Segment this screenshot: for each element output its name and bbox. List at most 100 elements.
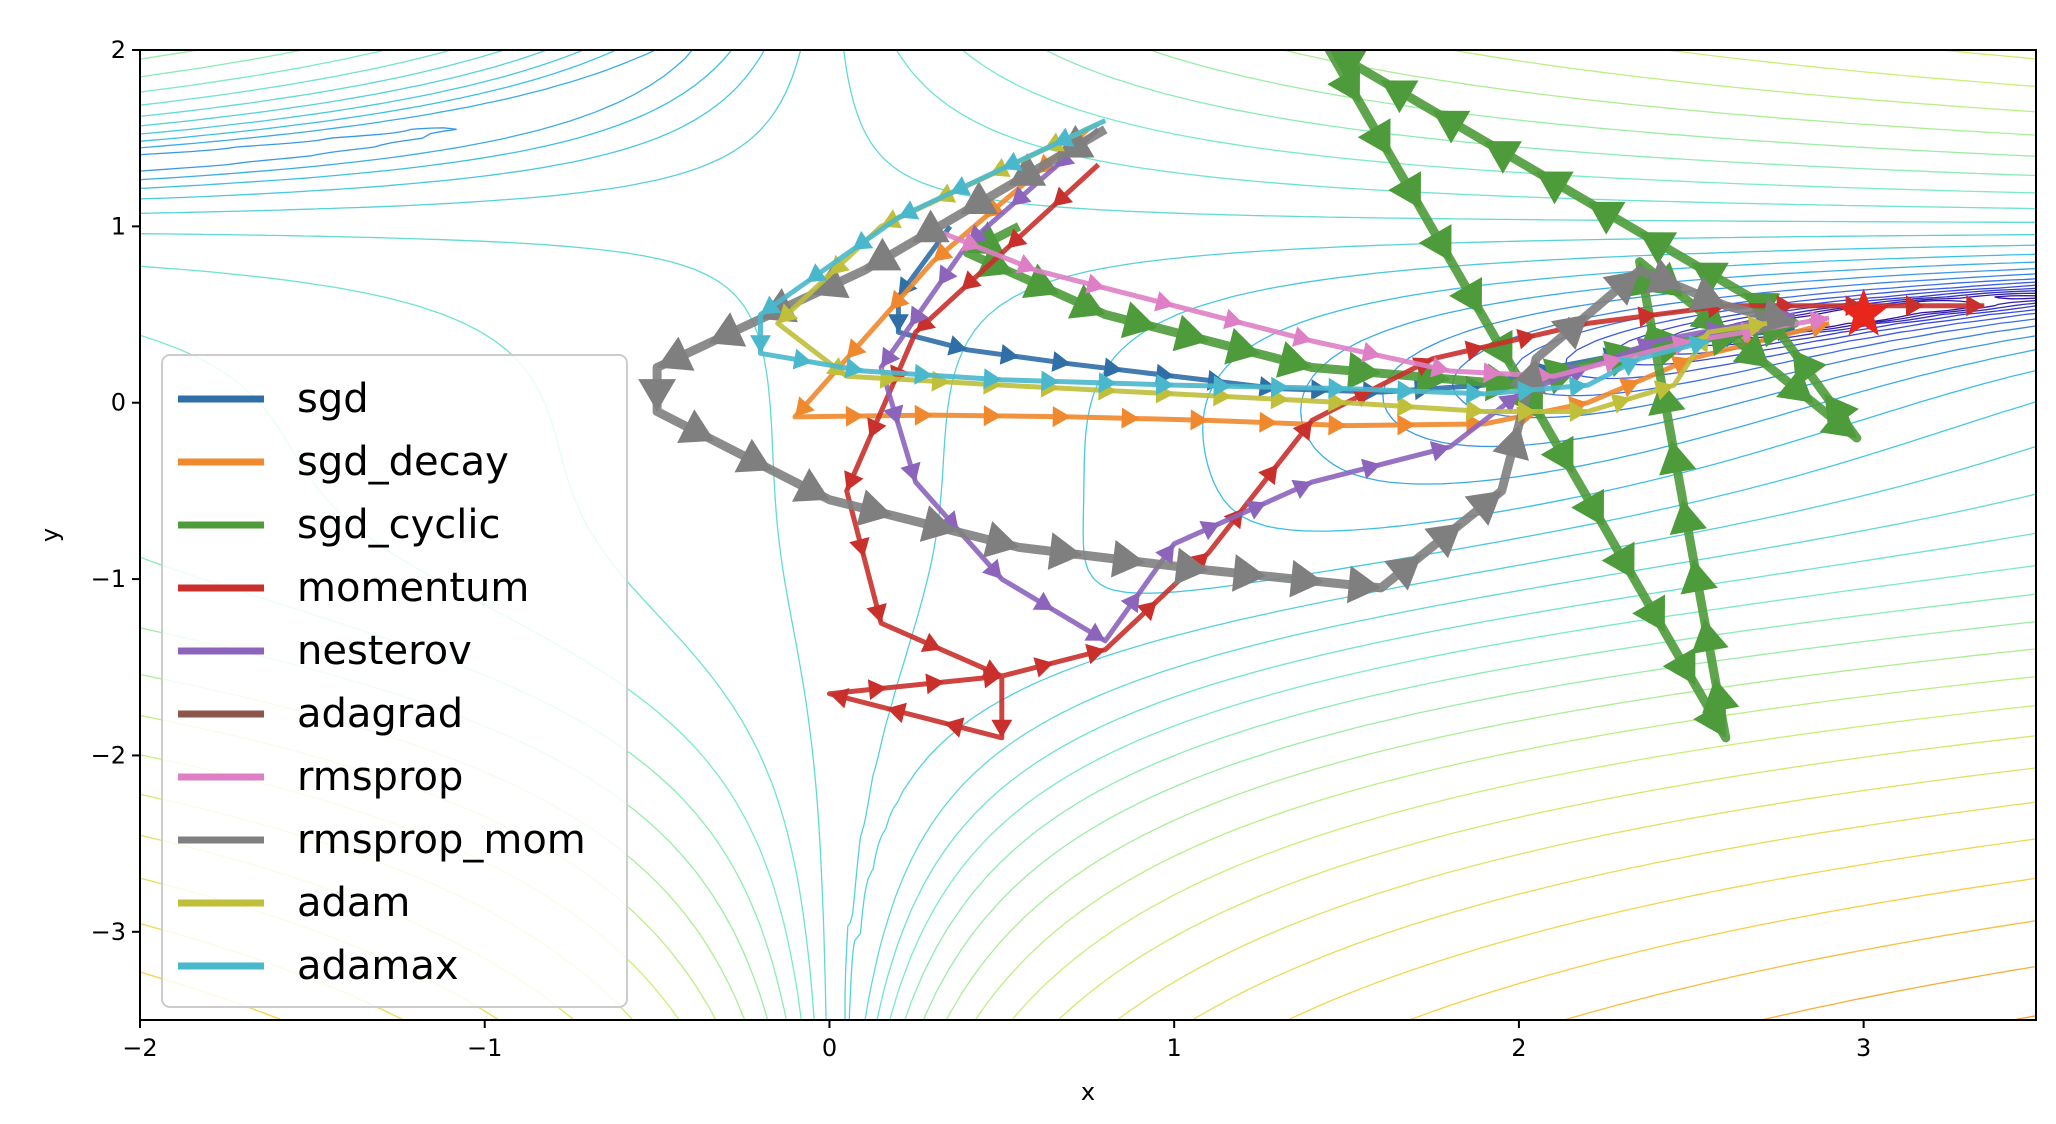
trajectory-arrowhead — [1259, 411, 1278, 433]
series-adam — [775, 121, 1768, 422]
contour-line — [140, 50, 2036, 1020]
trajectory-arrowhead — [1085, 643, 1106, 665]
trajectory-arrowhead — [1213, 375, 1232, 397]
series-rmsprop — [925, 224, 1830, 386]
trajectory-arrowhead — [1747, 315, 1768, 337]
trajectory-arrowhead — [1637, 306, 1657, 328]
trajectory-arrowhead — [1057, 124, 1095, 158]
trajectory-arrowhead — [1136, 601, 1157, 622]
trajectory-arrowhead — [1053, 127, 1075, 147]
trajectory-arrowhead — [1033, 657, 1054, 678]
trajectory-arrowhead — [1084, 622, 1106, 641]
trajectory-arrowhead — [846, 338, 867, 359]
legend-entry-label: sgd_decay — [297, 439, 509, 485]
trajectory-arrowhead — [1328, 391, 1347, 413]
trajectory-arrowhead — [1906, 295, 1924, 317]
trajectory-arrowhead — [889, 289, 910, 311]
trajectory-arrowhead — [914, 404, 933, 426]
x-tick-label: −2 — [122, 1034, 157, 1062]
trajectory-arrowhead — [1388, 171, 1421, 209]
trajectory-arrowhead — [947, 335, 968, 356]
minimum-marker — [1838, 288, 1889, 336]
trajectory-arrowhead — [1174, 547, 1209, 586]
trajectory-arrowhead — [1540, 435, 1574, 474]
trajectory-arrowhead — [1492, 424, 1529, 461]
trajectory-arrowhead — [844, 357, 864, 379]
trajectory-arrowhead — [849, 537, 870, 557]
y-axis-label: y — [36, 528, 64, 542]
trajectory-arrowhead — [1571, 488, 1604, 527]
trajectory-arrowhead — [1516, 328, 1537, 350]
trajectory-arrowhead — [1032, 591, 1054, 610]
trajectory-arrowhead — [1361, 458, 1381, 480]
trajectory-arrowhead — [1809, 310, 1830, 332]
trajectory-line — [758, 118, 1710, 397]
legend: sgd sgd_decay sgd_cyclic momentum nesterov ad… — [161, 354, 628, 1008]
trajectory-arrowhead — [1245, 500, 1267, 520]
trajectory-arrowhead — [925, 673, 945, 695]
trajectory-arrowhead — [867, 417, 887, 438]
trajectory-arrowhead — [1569, 401, 1588, 422]
trajectory-arrowhead — [1155, 374, 1175, 395]
x-tick-label: 3 — [1856, 1034, 1871, 1062]
trajectory-arrowhead — [734, 438, 772, 473]
trajectory-arrowhead — [1292, 326, 1313, 347]
legend-entry-label: momentum — [297, 565, 529, 611]
x-axis-label: x — [1081, 1078, 1095, 1106]
trajectory-arrowhead — [1758, 297, 1795, 334]
trajectory-arrowhead — [1223, 308, 1244, 330]
trajectory-arrowhead — [1466, 382, 1485, 404]
trajectory-arrowhead — [1648, 380, 1686, 416]
trajectory-arrowhead — [1384, 555, 1422, 591]
trajectory-arrowhead — [1346, 565, 1381, 604]
trajectory-arrowhead — [1432, 110, 1471, 144]
trajectory-arrowhead — [777, 303, 799, 324]
trajectory-arrowhead — [1270, 376, 1290, 398]
trajectory-arrowhead — [1047, 532, 1083, 570]
legend-entry-label: nesterov — [297, 628, 472, 674]
trajectory-arrowhead — [1587, 201, 1626, 235]
trajectory-arrowhead — [887, 314, 909, 333]
trajectory-arrowhead — [1011, 186, 1032, 206]
trajectory-arrowhead — [881, 346, 901, 368]
trajectory-arrowhead — [1328, 377, 1347, 399]
legend-entry-label: rmsprop — [297, 754, 463, 800]
trajectory-arrowhead — [1418, 224, 1452, 262]
trajectory-arrowhead — [638, 379, 676, 412]
trajectory-arrowhead — [1052, 406, 1071, 428]
trajectory-arrowhead — [1430, 356, 1450, 378]
trajectory-arrowhead — [1190, 409, 1209, 431]
x-tick-label: 2 — [1511, 1034, 1526, 1062]
trajectory-arrowhead — [1691, 618, 1729, 654]
legend-entry-label: adagrad — [297, 691, 463, 737]
trajectory-arrowhead — [1636, 337, 1657, 358]
contour-line — [1563, 920, 2036, 1020]
trajectory-arrowhead — [1776, 367, 1814, 403]
trajectory-arrowhead — [1155, 543, 1175, 565]
trajectory-arrowhead — [1121, 407, 1140, 429]
legend-box — [161, 354, 628, 1008]
trajectory-arrowhead — [960, 181, 998, 214]
trajectory-arrowhead — [844, 470, 864, 491]
y-tick-label: 0 — [111, 389, 126, 417]
trajectory-arrowhead — [1361, 341, 1381, 363]
trajectory-arrowhead — [866, 603, 887, 624]
trajectory-arrowhead — [1429, 441, 1450, 462]
contour-line — [1761, 965, 2036, 1020]
series-momentum — [826, 162, 1985, 741]
trajectory-arrowhead — [1103, 357, 1123, 379]
legend-entry-label: sgd_cyclic — [297, 502, 501, 548]
trajectory-arrowhead — [1098, 372, 1117, 394]
trajectory-arrowhead — [1085, 273, 1106, 294]
trajectory-arrowhead — [1120, 301, 1157, 339]
trajectory-arrowhead — [1688, 335, 1709, 356]
x-tick-label: 1 — [1167, 1034, 1182, 1062]
trajectory-arrowhead — [1602, 352, 1623, 374]
trajectory-arrowhead — [1397, 414, 1416, 436]
trajectory-arrowhead — [912, 209, 950, 243]
trajectory-arrowhead — [1381, 80, 1419, 114]
trajectory-arrowhead — [829, 688, 850, 709]
trajectory-arrowhead — [1120, 592, 1140, 614]
trajectory-arrowhead — [1602, 270, 1640, 306]
trajectory-arrowhead — [1610, 393, 1631, 414]
